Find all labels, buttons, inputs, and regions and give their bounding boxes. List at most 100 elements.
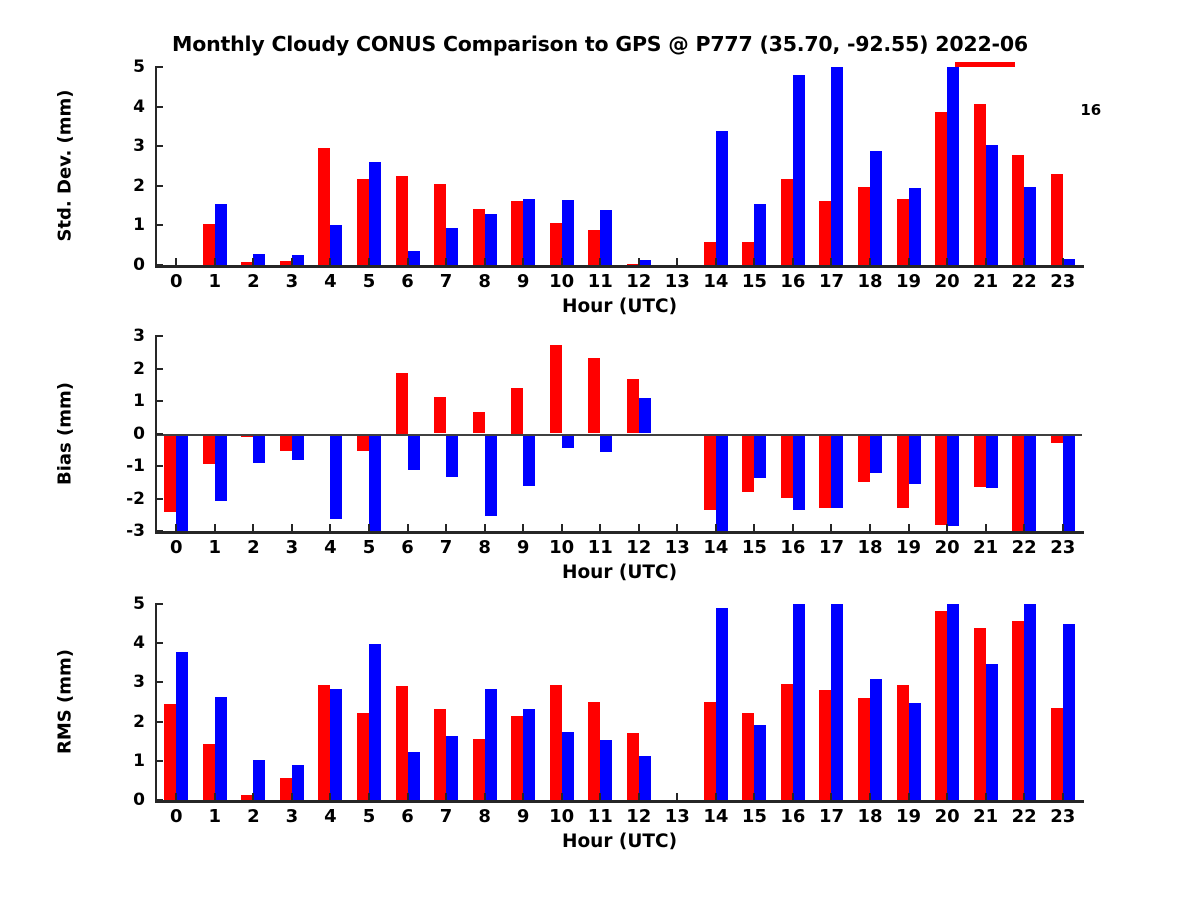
bar-std-dev-gfs-h9 (511, 200, 524, 265)
x-tick-bias-h10 (560, 524, 563, 531)
bar-std-dev-goes16-h9 (523, 198, 536, 265)
bar-rms-goes16-h20 (947, 604, 960, 800)
bar-std-dev-gfs-h19 (896, 199, 909, 265)
x-tick-bias-h13 (676, 524, 679, 531)
x-tick-label-bias-h3: 3 (285, 537, 299, 558)
x-tick-label-bias-h12: 12 (626, 537, 652, 558)
x-tick-bias-h19 (907, 524, 910, 531)
x-tick-bias-h8 (483, 524, 486, 531)
bar-std-dev-goes16-h8 (484, 214, 497, 265)
x-tick-bias-h18 (869, 524, 872, 531)
x-tick-label-rms-h14: 14 (703, 806, 729, 827)
x-tick-label-bias-h19: 19 (896, 537, 922, 558)
x-tick-label-bias-h17: 17 (818, 537, 844, 558)
bar-std-dev-goes16-h21 (985, 144, 998, 265)
bar-bias-goes16-h8 (484, 433, 497, 517)
x-tick-rms-h17 (830, 793, 833, 800)
x-tick-std-dev-h0 (175, 258, 178, 265)
bar-bias-gfs-h12 (626, 378, 639, 434)
bar-rms-goes16-h2 (253, 759, 266, 800)
x-tick-label-bias-h6: 6 (401, 537, 414, 558)
bar-rms-goes16-h18 (870, 678, 883, 800)
bar-std-dev-gfs-h8 (472, 209, 485, 265)
x-tick-label-rms-h10: 10 (549, 806, 575, 827)
x-tick-label-rms-h8: 8 (478, 806, 491, 827)
x-tick-label-std-dev-h17: 17 (818, 271, 844, 292)
bar-std-dev-gfs-h3 (279, 261, 292, 265)
x-tick-label-bias-h16: 16 (780, 537, 806, 558)
x-tick-label-bias-h7: 7 (439, 537, 453, 558)
bar-bias-gfs-h19 (896, 433, 909, 509)
bar-rms-gfs-h1 (202, 743, 215, 800)
bar-std-dev-goes16-h7 (446, 228, 459, 265)
bar-std-dev-goes16-h1 (214, 204, 227, 265)
bar-std-dev-goes16-h20 (947, 67, 960, 265)
x-tick-label-rms-h7: 7 (439, 806, 453, 827)
bar-std-dev-goes16-h17 (831, 67, 844, 265)
x-tick-std-dev-h12 (637, 258, 640, 265)
y-tick-rms-2 (155, 720, 163, 723)
bar-bias-gfs-h11 (588, 358, 601, 434)
y-tick-std-dev-0 (155, 264, 163, 266)
x-tick-label-std-dev-h4: 4 (324, 271, 337, 292)
bar-std-dev-goes16-h14 (715, 131, 728, 265)
x-tick-label-bias-h21: 21 (973, 537, 999, 558)
y-tick-label-std-dev-0: 0 (133, 255, 145, 275)
bar-std-dev-gfs-h18 (858, 186, 871, 265)
bar-bias-goes16-h6 (407, 433, 420, 470)
bar-rms-goes16-h11 (600, 739, 613, 800)
bar-bias-gfs-h17 (819, 433, 832, 508)
bar-bias-gfs-h22 (1012, 433, 1025, 531)
bar-rms-gfs-h7 (434, 709, 447, 800)
y-tick-std-dev-3 (155, 145, 163, 148)
bar-bias-goes16-h23 (1062, 433, 1075, 531)
x-tick-rms-h7 (445, 793, 448, 800)
y-tick-label-std-dev-4: 4 (133, 96, 145, 117)
x-tick-std-dev-h5 (367, 258, 370, 265)
x-tick-bias-h12 (637, 524, 640, 531)
y-tick-bias-0 (155, 530, 163, 532)
x-tick-label-std-dev-h7: 7 (439, 271, 453, 292)
x-tick-label-bias-h22: 22 (1011, 537, 1037, 558)
bar-rms-gfs-h15 (742, 713, 755, 800)
bar-rms-gfs-h3 (279, 778, 292, 800)
x-tick-label-std-dev-h3: 3 (285, 271, 299, 292)
x-tick-label-rms-h17: 17 (818, 806, 844, 827)
x-tick-label-rms-h19: 19 (896, 806, 922, 827)
x-tick-label-rms-h1: 1 (208, 806, 222, 827)
x-tick-std-dev-h16 (791, 258, 794, 265)
x-tick-rms-h21 (984, 793, 987, 800)
bar-rms-gfs-h21 (973, 628, 986, 800)
x-tick-label-std-dev-h1: 1 (208, 271, 222, 292)
x-tick-std-dev-h3 (290, 258, 293, 265)
bar-bias-gfs-h15 (742, 433, 755, 492)
y-tick-label-std-dev-3: 3 (133, 136, 145, 157)
y-tick-std-dev-5 (155, 66, 163, 68)
bar-bias-goes16-h2 (253, 433, 266, 463)
bar-rms-gfs-h8 (472, 738, 485, 800)
y-tick-label-std-dev-5: 5 (133, 57, 145, 77)
x-tick-bias-h7 (445, 524, 448, 531)
x-tick-bias-h0 (175, 524, 178, 531)
x-tick-rms-h5 (367, 793, 370, 800)
bar-rms-gfs-h18 (858, 698, 871, 800)
bar-rms-goes16-h14 (715, 607, 728, 800)
bar-std-dev-gfs-h10 (549, 222, 562, 265)
bar-bias-gfs-h0 (164, 433, 177, 513)
x-tick-std-dev-h22 (1023, 258, 1026, 265)
y-tick-rms-0 (155, 799, 163, 801)
bar-std-dev-goes16-h12 (638, 259, 651, 265)
x-axis-label-bias: Hour (UTC) (561, 562, 678, 583)
bar-rms-gfs-h12 (626, 733, 639, 800)
bar-rms-gfs-h4 (318, 684, 331, 800)
bar-rms-goes16-h3 (291, 765, 304, 800)
y-tick-std-dev-2 (155, 184, 163, 187)
bar-bias-goes16-h1 (214, 433, 227, 502)
x-tick-label-rms-h6: 6 (401, 806, 414, 827)
y-tick-label-bias-5: 2 (133, 358, 145, 379)
x-tick-rms-h16 (791, 793, 794, 800)
zero-line-bias (157, 433, 1082, 436)
x-tick-rms-h0 (175, 793, 178, 800)
x-tick-label-std-dev-h19: 19 (896, 271, 922, 292)
bar-rms-gfs-h17 (819, 689, 832, 800)
